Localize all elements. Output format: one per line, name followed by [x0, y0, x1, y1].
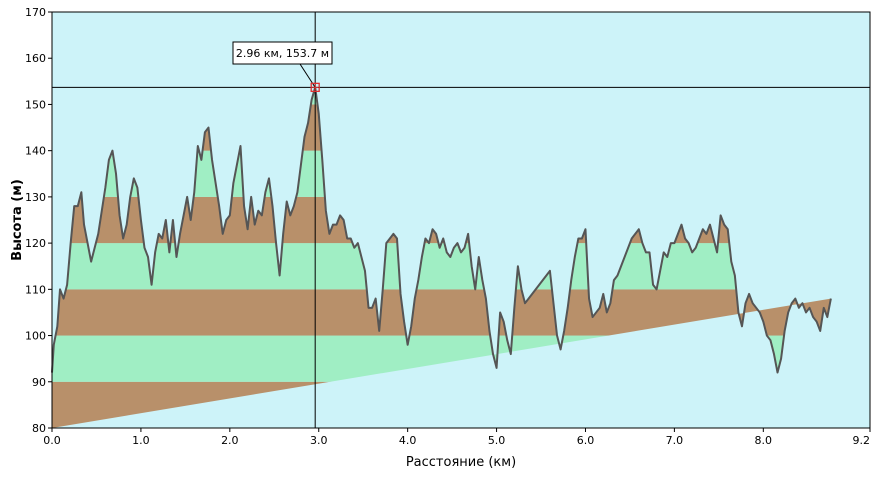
x-tick-label: 7.0: [666, 434, 684, 447]
tooltip-text: 2.96 км, 153.7 м: [236, 47, 329, 60]
y-tick-label: 140: [25, 145, 46, 158]
x-tick-label: 5.0: [488, 434, 506, 447]
tick-labels: 0.0 1.0 2.0 3.0 4.0 5.0 6.0 7.0 8.0 9.2 80 90 100 110…: [25, 6, 870, 447]
y-axis-label: Высота (м): [10, 179, 25, 261]
x-tick-label: 6.0: [577, 434, 595, 447]
y-tick-label: 110: [25, 283, 46, 296]
x-axis-label: Расстояние (км): [406, 455, 516, 470]
cursor-marker[interactable]: [310, 82, 320, 92]
x-tick-label: 9.2: [853, 434, 871, 447]
elevation-band-110: [52, 243, 831, 290]
cursor-group: 2.96 км, 153.7 м: [52, 12, 870, 428]
y-tick-label: 80: [32, 422, 46, 435]
x-tick-label: 0.0: [43, 434, 61, 447]
x-tick-label: 2.0: [221, 434, 239, 447]
x-tick-label: 1.0: [132, 434, 150, 447]
x-tick-label: 4.0: [399, 434, 417, 447]
x-tick-label: 3.0: [310, 434, 328, 447]
y-tick-label: 130: [25, 191, 46, 204]
plot-frame: [51, 11, 871, 429]
y-tick-label: 160: [25, 52, 46, 65]
x-tick-label: 8.0: [755, 434, 773, 447]
y-tick-label: 100: [25, 330, 46, 343]
tooltip-box: [232, 41, 333, 65]
y-tick-label: 150: [25, 98, 46, 111]
profile-line-group: [51, 86, 832, 374]
elevation-profile-line: [51, 86, 832, 374]
y-tick-label: 90: [32, 376, 46, 389]
y-tick-label: 120: [25, 237, 46, 250]
axes: [48, 11, 871, 432]
y-tick-label: 170: [25, 6, 46, 19]
